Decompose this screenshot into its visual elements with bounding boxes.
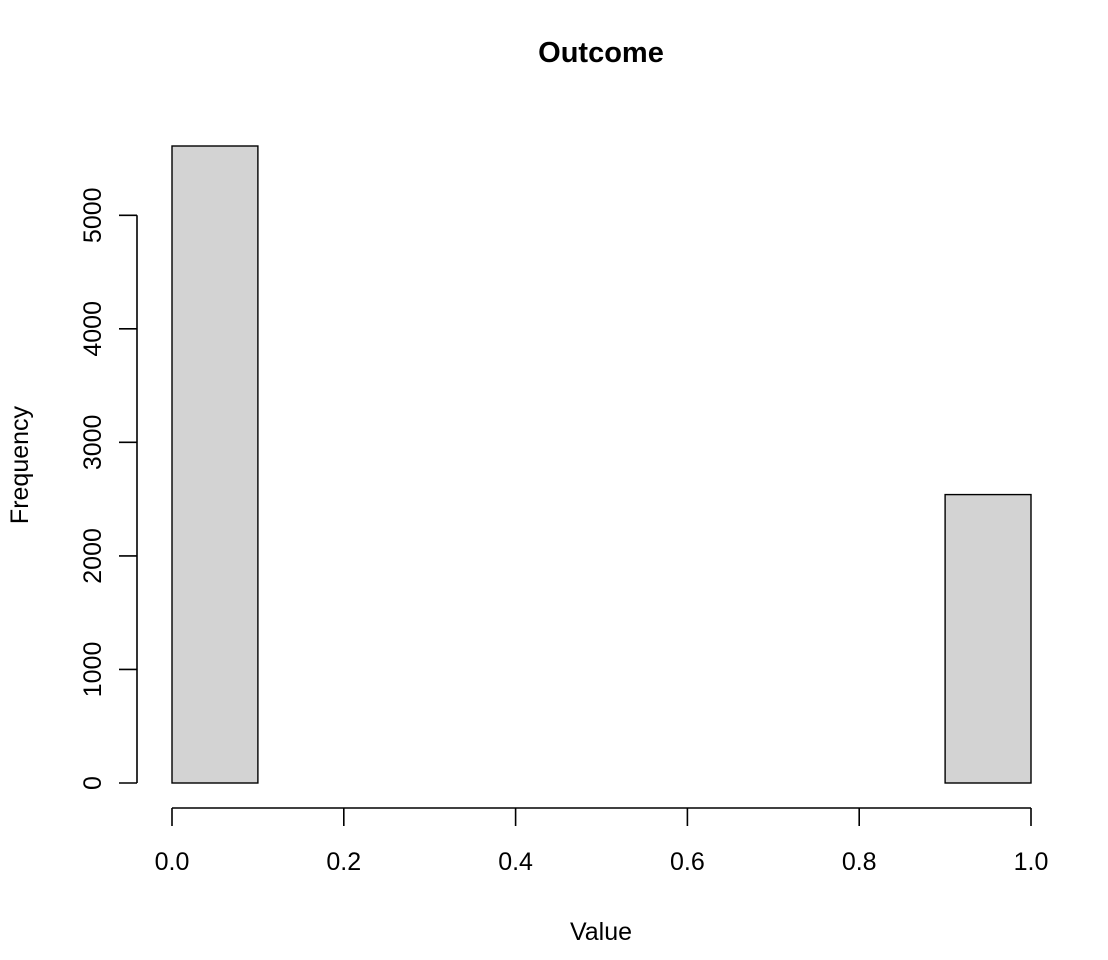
y-tick-label: 2000 <box>79 528 107 584</box>
x-tick-label: 1.0 <box>1014 848 1049 876</box>
bars-group <box>171 145 1032 784</box>
x-axis: 0.0 0.2 0.4 0.6 0.8 1.0 <box>155 807 1049 876</box>
y-tick-label: 3000 <box>79 415 107 471</box>
x-tick-label: 0.6 <box>670 848 705 876</box>
histogram-bar-0 <box>171 145 259 784</box>
x-tick-label: 0.8 <box>842 848 877 876</box>
x-axis-title: Value <box>570 918 632 946</box>
x-tick-label: 0.2 <box>326 848 361 876</box>
y-tick-label: 5000 <box>79 187 107 243</box>
y-tick-label: 1000 <box>79 642 107 698</box>
y-axis: 0 1000 2000 3000 4000 5000 <box>79 187 138 790</box>
y-tick-label: 0 <box>79 776 107 790</box>
x-tick-label: 0.0 <box>155 848 190 876</box>
y-tick-label: 4000 <box>79 301 107 357</box>
y-axis-title: Frequency <box>6 405 34 524</box>
chart-title: Outcome <box>538 37 664 69</box>
histogram-bar-9 <box>944 493 1032 784</box>
x-tick-label: 0.4 <box>498 848 533 876</box>
